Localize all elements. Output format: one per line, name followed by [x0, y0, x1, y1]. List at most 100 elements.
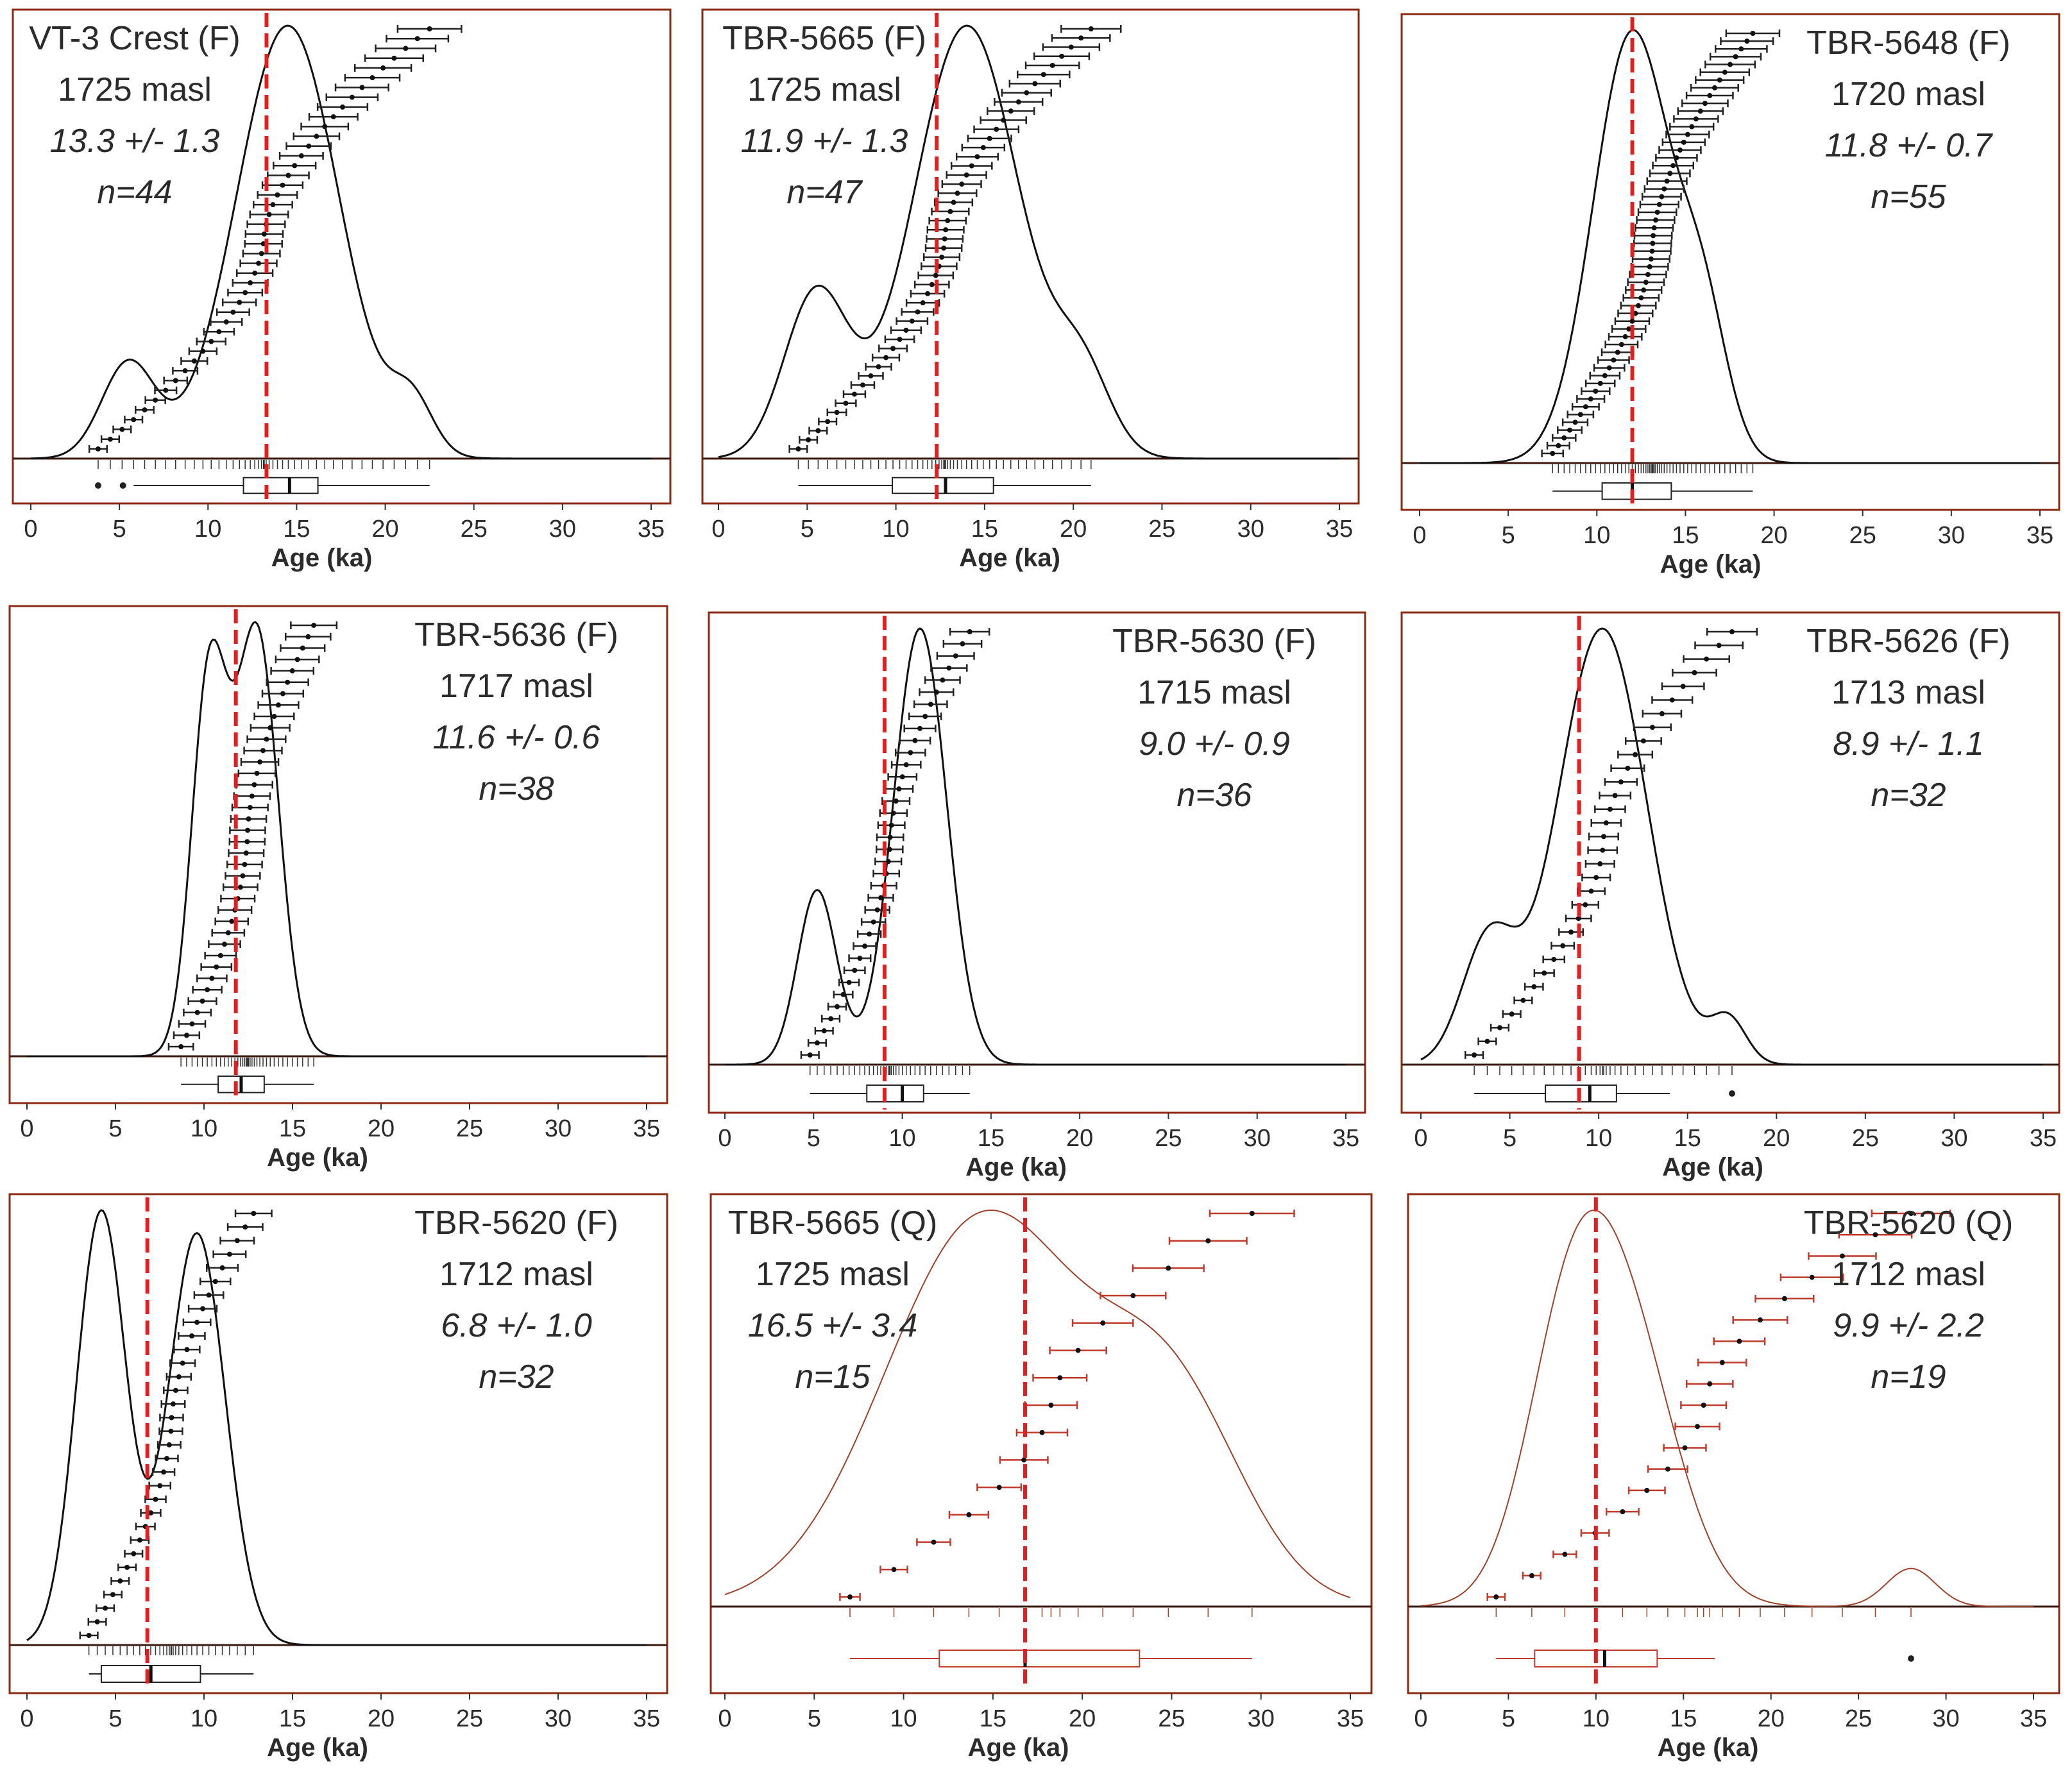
age-point — [254, 770, 260, 776]
age-point — [1651, 225, 1657, 231]
age-point — [1021, 1457, 1027, 1463]
x-tick-label: 20 — [371, 516, 398, 543]
sample-age: 11.9 +/- 1.3 — [741, 122, 908, 160]
age-point — [1728, 62, 1733, 67]
sample-elevation: 1717 masl — [439, 668, 593, 705]
age-point — [226, 1251, 232, 1257]
age-point — [306, 143, 312, 149]
age-point — [1601, 834, 1606, 840]
sample-age: 9.0 +/- 0.9 — [1139, 725, 1290, 763]
panel-frame — [1400, 611, 2060, 1114]
kde-curve — [1420, 627, 2043, 1066]
age-point — [1667, 171, 1673, 176]
age-point — [305, 634, 311, 639]
kde-curve — [1420, 29, 2040, 464]
age-point — [1024, 90, 1030, 96]
age-point — [194, 1009, 200, 1015]
age-panel-2: 0 5 10 15 20 25 30 35 Age (ka) TBR-5665 (F) 1725 m… — [701, 8, 1360, 572]
age-point — [163, 387, 169, 393]
sample-name: TBR-5630 (F) — [1112, 623, 1316, 660]
sample-elevation: 1725 masl — [58, 71, 212, 108]
sample-count: n=38 — [479, 770, 554, 807]
age-point — [330, 114, 336, 120]
age-point — [1618, 342, 1624, 348]
x-tick-label: 30 — [1940, 1125, 1967, 1152]
age-point — [828, 1016, 834, 1022]
sample-name: TBR-5620 (Q) — [1804, 1204, 2014, 1242]
kde-curve — [26, 1209, 647, 1646]
x-tick-label: 20 — [1066, 1125, 1093, 1152]
x-tick-label: 15 — [279, 1705, 306, 1732]
age-point — [200, 348, 206, 354]
age-point — [966, 1512, 972, 1517]
x-tick-label: 25 — [456, 1115, 483, 1142]
age-point — [847, 1594, 853, 1600]
age-point — [208, 339, 214, 344]
age-point — [1567, 427, 1573, 433]
age-point — [168, 1428, 174, 1434]
x-tick-label: 30 — [1244, 1125, 1271, 1152]
panel-frame — [8, 605, 668, 1104]
age-point — [270, 202, 276, 208]
age-point — [271, 714, 277, 720]
age-point — [209, 975, 215, 981]
x-tick-label: 15 — [980, 1705, 1006, 1732]
sample-name: TBR-5620 (F) — [414, 1204, 618, 1242]
age-point — [1626, 326, 1632, 332]
sample-count: n=44 — [97, 174, 172, 211]
sample-count: n=15 — [795, 1358, 870, 1396]
age-point — [289, 668, 295, 674]
age-point — [137, 1537, 142, 1543]
age-point — [1618, 779, 1624, 785]
age-point — [1645, 272, 1651, 278]
age-point — [835, 1004, 840, 1009]
age-point — [1651, 233, 1656, 239]
age-point — [164, 1456, 170, 1462]
age-point — [1049, 62, 1055, 68]
age-point — [242, 861, 248, 867]
age-point — [285, 173, 291, 178]
age-point — [1606, 365, 1612, 371]
age-point — [248, 280, 253, 286]
age-point — [242, 1224, 248, 1230]
box-iqr — [892, 477, 994, 494]
sample-age: 11.6 +/- 0.6 — [433, 719, 600, 756]
sample-name: TBR-5636 (F) — [414, 616, 618, 654]
x-tick-label: 35 — [1332, 1125, 1359, 1152]
age-point — [124, 1564, 130, 1570]
age-point — [1659, 711, 1665, 716]
age-point — [1733, 54, 1738, 60]
age-point — [891, 1567, 897, 1573]
age-point — [349, 94, 355, 100]
x-tick-label: 15 — [1670, 1705, 1697, 1732]
x-tick-label: 5 — [108, 1115, 122, 1142]
age-point — [1638, 295, 1644, 301]
x-tick-label: 0 — [1414, 1125, 1427, 1152]
age-point — [994, 126, 999, 132]
age-point — [870, 919, 876, 925]
x-tick-label: 0 — [711, 516, 725, 543]
age-point — [1572, 419, 1578, 425]
age-point — [176, 1374, 182, 1380]
age-point — [1647, 264, 1652, 269]
sample-name: TBR-5665 (F) — [722, 20, 926, 57]
age-point — [214, 964, 219, 970]
age-point — [189, 1021, 195, 1027]
age-point — [1008, 108, 1014, 114]
x-tick-label: 15 — [1672, 522, 1699, 549]
sample-elevation: 1712 masl — [439, 1256, 593, 1293]
x-tick-label: 25 — [456, 1705, 483, 1732]
age-point — [922, 714, 928, 719]
age-point — [1656, 201, 1662, 207]
box-outlier — [1729, 1090, 1735, 1097]
age-point — [941, 245, 947, 251]
age-point — [217, 952, 223, 958]
age-point — [1652, 217, 1658, 223]
age-point — [878, 895, 884, 900]
age-point — [1484, 1038, 1490, 1044]
age-point — [1692, 670, 1697, 675]
sample-count: n=55 — [1871, 178, 1946, 215]
age-point — [974, 154, 980, 160]
age-point — [256, 260, 262, 266]
age-point — [1607, 806, 1613, 812]
